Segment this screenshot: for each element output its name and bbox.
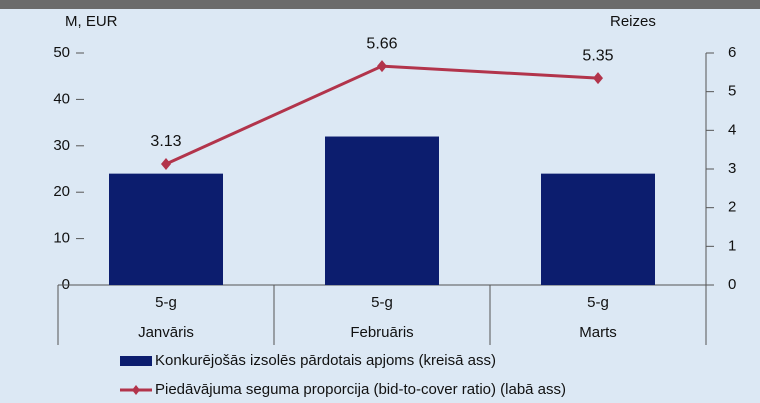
legend-label: Piedāvājuma seguma proporcija (bid-to-co… (155, 381, 566, 398)
y2-tick-label: 6 (728, 44, 736, 61)
x-tick-label: Februāris (350, 324, 413, 341)
legend-label: Konkurējošās izsolēs pārdotais apjoms (k… (155, 352, 496, 369)
y2-tick-label: 1 (728, 237, 736, 254)
y2-tick-label: 2 (728, 199, 736, 216)
y-tick-label: 10 (53, 230, 70, 247)
legend-swatch (120, 356, 152, 366)
y-tick-label: 30 (53, 137, 70, 154)
y2-tick-label: 5 (728, 83, 736, 100)
top-bar (0, 0, 760, 9)
y2-tick-label: 3 (728, 160, 736, 177)
bar (325, 136, 439, 285)
marker (161, 157, 171, 170)
legend-marker (132, 385, 140, 395)
y-tick-label: 50 (53, 44, 70, 61)
marker (377, 60, 387, 73)
y-tick-label: 0 (62, 276, 70, 293)
y2-tick-label: 0 (728, 276, 736, 293)
y-axis-title: M, EUR (65, 13, 118, 30)
bar (541, 173, 655, 285)
data-label: 5.66 (366, 35, 397, 52)
bar (109, 173, 223, 285)
y2-tick-label: 4 (728, 121, 736, 138)
y-tick-label: 20 (53, 183, 70, 200)
x-tick-label: Janvāris (138, 324, 194, 341)
data-label: 3.13 (150, 133, 181, 150)
x-tick-label: Marts (579, 324, 617, 341)
y2-axis-title: Reizes (610, 13, 656, 30)
data-label: 5.35 (582, 47, 613, 64)
y-tick-label: 40 (53, 90, 70, 107)
marker (593, 72, 603, 85)
x-subcategory-label: 5-g (587, 294, 609, 311)
x-subcategory-label: 5-g (155, 294, 177, 311)
x-subcategory-label: 5-g (371, 294, 393, 311)
